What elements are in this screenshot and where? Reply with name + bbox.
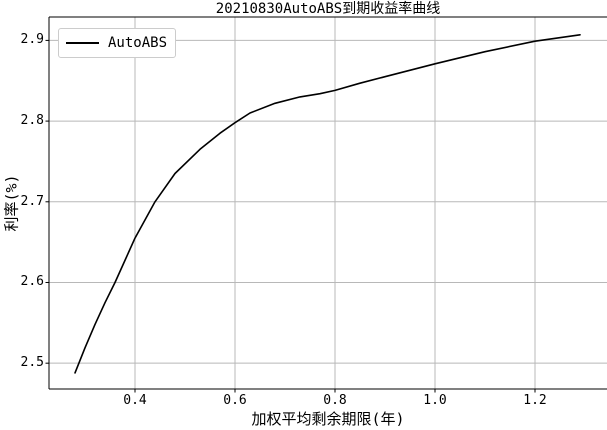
x-tick-label: 1.2 bbox=[523, 393, 547, 408]
x-tick-label: 0.6 bbox=[223, 393, 247, 408]
y-tick-label: 2.6 bbox=[20, 274, 44, 290]
y-tick-label: 2.5 bbox=[20, 355, 44, 371]
x-tick-label: 0.4 bbox=[123, 393, 147, 408]
series-line-autoabs bbox=[74, 33, 581, 374]
y-tick-label: 2.7 bbox=[20, 193, 44, 209]
x-tick-label: 0.8 bbox=[323, 393, 347, 408]
chart-title: 20210830AutoABS到期收益率曲线 bbox=[215, 1, 441, 17]
legend-line-swatch bbox=[66, 42, 99, 44]
x-tick-label: 1.0 bbox=[423, 393, 447, 408]
x-axis-label: 加权平均剩余期限(年) bbox=[251, 410, 405, 428]
y-axis-label: 利率(%) bbox=[2, 174, 21, 232]
legend: AutoABS bbox=[58, 28, 177, 58]
legend-series-label: AutoABS bbox=[108, 35, 168, 51]
y-tick-label: 2.8 bbox=[20, 113, 44, 129]
y-tick-label: 2.9 bbox=[20, 32, 44, 48]
